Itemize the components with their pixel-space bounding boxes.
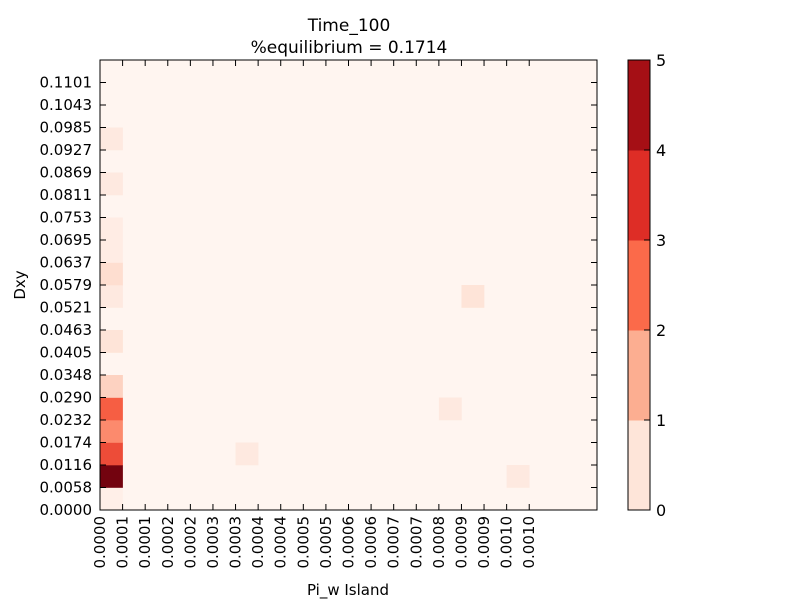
heatmap-cell <box>100 375 123 398</box>
heatmap-cell <box>100 420 123 443</box>
plot-area: 0.0000 0.0058 0.0116 0.0174 0.0232 0.0290 0.03… <box>40 59 598 569</box>
y-tick-label: 0.0695 <box>40 231 93 249</box>
colorbar-tick-label: 1 <box>656 411 666 430</box>
colorbar-band <box>628 150 650 241</box>
heatmap-cell <box>100 262 123 286</box>
colorbar-band <box>628 240 650 331</box>
y-tick-label: 0.0232 <box>40 411 93 429</box>
y-tick-label: 0.0290 <box>40 389 93 407</box>
y-tick-label: 0.1043 <box>40 96 93 114</box>
x-tick-label: 0.0009 <box>452 516 470 569</box>
y-tick-label: 0.0869 <box>40 164 93 182</box>
colorbar-band <box>628 60 650 151</box>
x-tick-label: 0.0005 <box>294 516 312 569</box>
y-tick-label: 0.0000 <box>40 501 93 519</box>
x-tick-label: 0.0008 <box>430 516 448 569</box>
colorbar: 0 1 2 3 4 5 <box>627 51 666 520</box>
y-tick-label: 0.0811 <box>40 186 93 204</box>
colorbar-tick-label: 4 <box>656 141 666 160</box>
y-tick-label: 0.0927 <box>40 141 93 159</box>
heatmap-cell <box>100 240 123 263</box>
y-tick-label: 0.0753 <box>40 209 93 227</box>
x-tick-label: 0.0004 <box>272 516 290 569</box>
colorbar-frame <box>627 59 651 511</box>
x-tick-label: 0.0006 <box>340 516 358 569</box>
chart-subtitle: %equilibrium = 0.1714 <box>251 38 448 58</box>
x-tick-label: 0.0002 <box>159 516 177 569</box>
y-tick-label: 0.0116 <box>40 456 93 474</box>
heatmap-cell <box>235 442 259 466</box>
heatmap-cell <box>100 285 123 308</box>
heatmap-cell <box>438 397 462 421</box>
y-tick-label: 0.0348 <box>40 366 93 384</box>
x-tick-label: 0.0000 <box>91 516 109 569</box>
x-tick-label: 0.0007 <box>385 516 403 569</box>
heatmap-cell <box>100 172 123 196</box>
y-tick-label: 0.0405 <box>40 344 93 362</box>
heatmap-cell <box>506 465 530 488</box>
heatmap-cell <box>100 127 123 151</box>
y-tick-label: 0.0174 <box>40 434 93 452</box>
x-tick-label: 0.0010 <box>498 516 516 569</box>
y-tick-label: 0.1101 <box>40 74 93 92</box>
heatmap-cell <box>100 442 123 466</box>
x-tick-label: 0.0002 <box>181 516 199 569</box>
colorbar-tick-label: 5 <box>656 51 666 70</box>
plot-background <box>100 60 597 510</box>
y-axis-label: Dxy <box>11 270 29 299</box>
x-axis-label: Pi_w Island <box>307 581 389 600</box>
x-tick-label: 0.0006 <box>362 516 380 569</box>
y-tick-label: 0.0521 <box>40 299 93 317</box>
colorbar-band <box>628 420 650 511</box>
colorbar-tick-label: 2 <box>656 321 666 340</box>
colorbar-band <box>628 330 650 421</box>
chart-title: Time_100 <box>307 16 391 36</box>
x-tick-label: 0.0009 <box>475 516 493 569</box>
y-tick-label: 0.0637 <box>40 254 93 272</box>
x-tick-label: 0.0005 <box>317 516 335 569</box>
y-tick-label: 0.0579 <box>40 276 93 294</box>
colorbar-tick-label: 0 <box>656 501 666 520</box>
heatmap-cell <box>100 487 123 511</box>
heatmap-cell <box>100 465 123 488</box>
x-tick-label: 0.0003 <box>227 516 245 569</box>
x-tick-label: 0.0003 <box>204 516 222 569</box>
y-tick-label: 0.0985 <box>40 119 93 137</box>
heatmap-cell <box>461 285 485 308</box>
y-tick-label: 0.0058 <box>40 479 93 497</box>
heatmap-cell <box>100 397 123 421</box>
colorbar-tick-label: 3 <box>656 231 666 250</box>
heatmap-cell <box>100 217 123 241</box>
y-tick-label: 0.0463 <box>40 321 93 339</box>
x-tick-label: 0.0007 <box>407 516 425 569</box>
heatmap-cell <box>100 330 123 353</box>
x-tick-label: 0.0001 <box>136 516 154 569</box>
x-tick-label: 0.0004 <box>249 516 267 569</box>
x-tick-label: 0.0010 <box>520 516 538 569</box>
x-tick-label: 0.0001 <box>114 516 132 569</box>
